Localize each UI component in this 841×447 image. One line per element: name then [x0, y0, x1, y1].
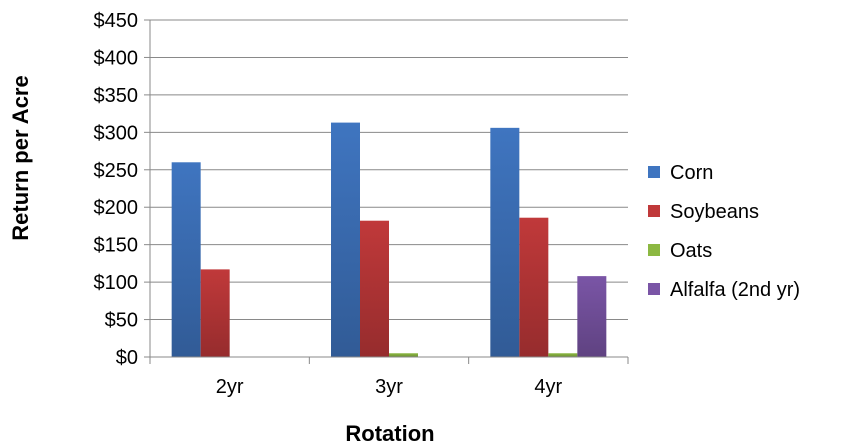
- legend-swatch: [648, 283, 660, 295]
- y-tick-label: $400: [94, 47, 139, 69]
- y-tick-label: $0: [116, 347, 138, 369]
- legend-item: Soybeans: [648, 201, 759, 223]
- x-axis-title: Rotation: [345, 421, 434, 446]
- x-tick-label: 4yr: [534, 376, 562, 398]
- y-tick-label: $100: [94, 272, 139, 294]
- legend-swatch: [648, 166, 660, 178]
- axis-lines: [149, 20, 628, 358]
- legend-item: Alfalfa (2nd yr): [648, 279, 800, 301]
- bar-corn-2yr: [171, 162, 201, 357]
- y-axis-ticks: $0 $50 $100 $150 $200 $250 $300 $350 $400 $450: [94, 10, 150, 369]
- bar-oats-4yr: [548, 353, 578, 357]
- legend: Corn Soybeans Oats Alfalfa (2nd yr): [648, 162, 800, 301]
- legend-label: Alfalfa (2nd yr): [670, 279, 800, 301]
- y-tick-label: $300: [94, 122, 139, 144]
- bar-alfalfa-2nd-yr-4yr: [577, 276, 607, 357]
- y-tick-label: $200: [94, 197, 139, 219]
- x-tick-label: 3yr: [375, 376, 403, 398]
- legend-swatch: [648, 244, 660, 256]
- bar-soybeans-3yr: [360, 220, 389, 357]
- y-axis-title: Return per Acre: [8, 75, 33, 240]
- bar-corn-3yr: [331, 122, 360, 357]
- x-tick-label: 2yr: [216, 376, 244, 398]
- legend-label: Soybeans: [670, 201, 759, 223]
- bar-soybeans-2yr: [200, 269, 230, 357]
- y-tick-label: $250: [94, 160, 139, 182]
- legend-item: Oats: [648, 240, 712, 262]
- y-tick-label: $350: [94, 85, 139, 107]
- y-tick-label: $150: [94, 235, 139, 257]
- y-tick-label: $450: [94, 10, 139, 32]
- bars: [171, 122, 607, 357]
- legend-item: Corn: [648, 162, 713, 184]
- legend-label: Corn: [670, 162, 713, 184]
- bar-oats-3yr: [389, 353, 418, 357]
- y-tick-label: $50: [105, 310, 138, 332]
- x-axis-ticks: 2yr 3yr 4yr: [149, 357, 629, 398]
- legend-swatch: [648, 205, 660, 217]
- bar-soybeans-4yr: [519, 217, 549, 357]
- legend-label: Oats: [670, 240, 712, 262]
- bar-corn-4yr: [490, 127, 520, 357]
